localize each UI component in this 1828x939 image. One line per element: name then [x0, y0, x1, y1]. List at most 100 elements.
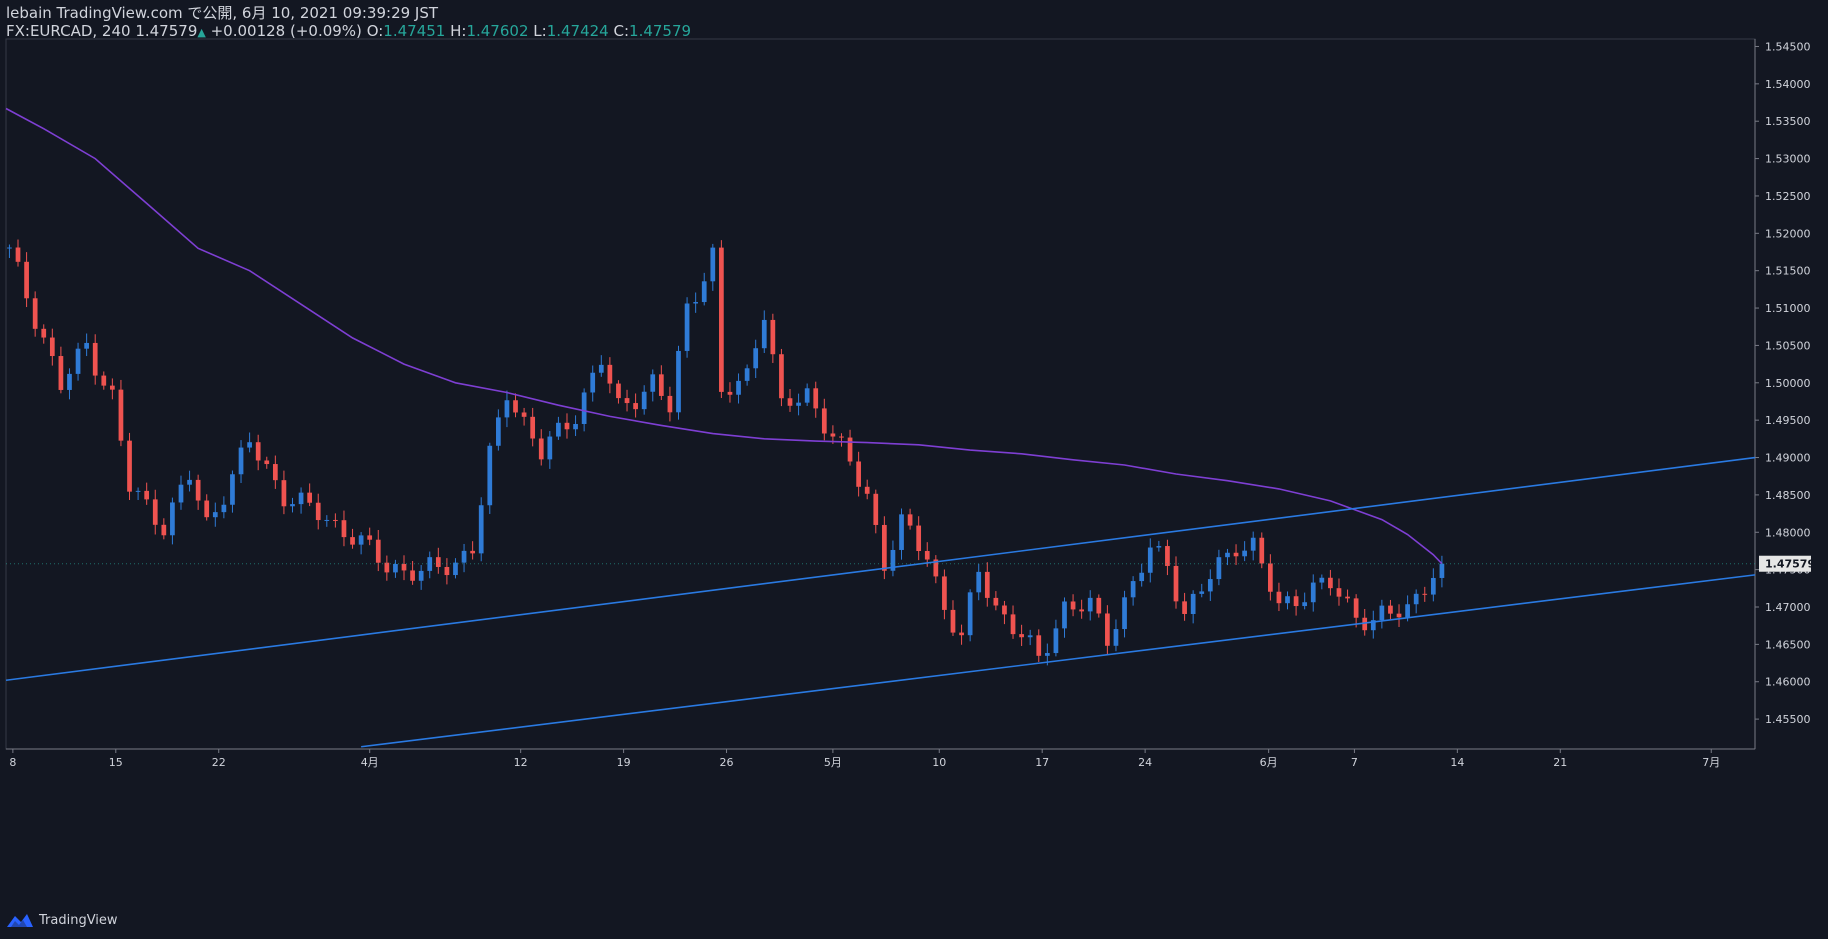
y-tick-label: 1.52500: [1765, 190, 1811, 203]
candle-body: [521, 412, 527, 417]
candle-body: [7, 247, 12, 249]
y-tick-label: 1.51500: [1765, 265, 1811, 278]
x-tick-label: 19: [617, 756, 631, 769]
candle-body: [1293, 596, 1299, 607]
candle-body: [195, 479, 201, 501]
candle-body: [1053, 628, 1059, 654]
candle-body: [401, 563, 407, 571]
candle-body: [1173, 565, 1179, 602]
low-value: 1.47424: [546, 22, 609, 40]
candle-body: [813, 388, 819, 409]
candle-body: [736, 380, 741, 395]
upper-channel-line: [5, 456, 1756, 682]
candle-body: [1422, 593, 1428, 595]
candle-body: [1019, 634, 1024, 638]
x-tick-label: 12: [514, 756, 528, 769]
candle-body: [58, 356, 64, 390]
y-tick-label: 1.45500: [1765, 713, 1811, 726]
y-tick-label: 1.46000: [1765, 676, 1811, 689]
candle-body: [538, 438, 544, 460]
candle-body: [684, 303, 690, 351]
candle-body: [170, 502, 175, 536]
candle-body: [950, 609, 956, 633]
candle-body: [384, 562, 390, 573]
lower-channel-line: [361, 574, 1756, 748]
y-tick-label: 1.53500: [1765, 115, 1811, 128]
candle-body: [658, 374, 664, 396]
candle-body: [581, 392, 587, 424]
candle-body: [144, 490, 150, 500]
candle-body: [710, 247, 716, 282]
candle-body: [856, 461, 861, 487]
candle-body: [933, 559, 939, 577]
candle-body: [435, 557, 441, 567]
candle-body: [1062, 601, 1067, 629]
candle-body: [238, 447, 244, 475]
candle-body: [1147, 547, 1153, 573]
candle-body: [1105, 613, 1110, 646]
y-tick-label: 1.49000: [1765, 452, 1811, 465]
candle-body: [230, 474, 235, 505]
candle-body: [1122, 597, 1127, 630]
x-tick-label: 5月: [824, 756, 842, 769]
x-tick-label: 17: [1035, 756, 1049, 769]
candle-body: [1336, 588, 1342, 597]
candle-body: [916, 525, 922, 552]
candle-body: [84, 342, 89, 349]
x-tick-label: 22: [212, 756, 226, 769]
x-tick-label: 8: [9, 756, 16, 769]
candle-body: [212, 512, 218, 518]
candle-body: [873, 493, 879, 525]
candle-body: [118, 389, 124, 441]
candle-body: [350, 537, 355, 545]
candle-body: [676, 350, 681, 413]
y-tick-label: 1.48500: [1765, 489, 1811, 502]
candle-body: [1165, 546, 1170, 566]
candle-body: [830, 433, 836, 437]
candle-body: [556, 422, 561, 437]
candle-body: [727, 391, 733, 395]
candle-body: [1216, 557, 1222, 580]
candle-body: [1362, 617, 1368, 631]
candle-body: [761, 319, 767, 349]
candle-body: [993, 597, 999, 606]
candle-body: [1328, 577, 1333, 589]
candle-body: [821, 408, 827, 434]
candle-body: [701, 281, 707, 303]
x-tick-label: 15: [109, 756, 123, 769]
y-tick-label: 1.51000: [1765, 302, 1811, 315]
candle-body: [633, 403, 638, 410]
candle-body: [607, 364, 613, 384]
candle-body: [453, 562, 458, 576]
candle-body: [573, 423, 578, 430]
x-tick-label: 7: [1351, 756, 1358, 769]
candle-body: [375, 539, 381, 563]
y-tick-label: 1.46500: [1765, 638, 1811, 651]
price-change: +0.00128 (+0.09%): [210, 22, 362, 40]
candle-body: [187, 479, 192, 485]
candle-body: [1242, 550, 1247, 557]
candle-body: [770, 319, 776, 355]
x-tick-label: 6月: [1260, 756, 1278, 769]
candle-body: [1259, 537, 1265, 564]
low-label: L:: [533, 22, 547, 40]
x-tick-label: 14: [1450, 756, 1464, 769]
candle-body: [1079, 609, 1085, 612]
y-tick-label: 1.53000: [1765, 153, 1811, 166]
candle-body: [324, 519, 330, 521]
x-tick-label: 24: [1138, 756, 1152, 769]
candle-body: [1345, 596, 1350, 599]
last-price: 1.47579: [135, 22, 198, 40]
candle-body: [135, 490, 141, 492]
candle-body: [1379, 605, 1385, 621]
plot-frame: [5, 38, 1756, 750]
candle-body: [1396, 613, 1402, 618]
candle-body: [1070, 601, 1076, 610]
candle-body: [1156, 546, 1162, 548]
publish-info: lebain TradingView.com で公開, 6月 10, 2021 …: [6, 4, 439, 22]
candle-body: [530, 416, 536, 439]
candle-body: [281, 480, 287, 507]
candle-body: [444, 566, 450, 576]
close-label: C:: [613, 22, 630, 40]
